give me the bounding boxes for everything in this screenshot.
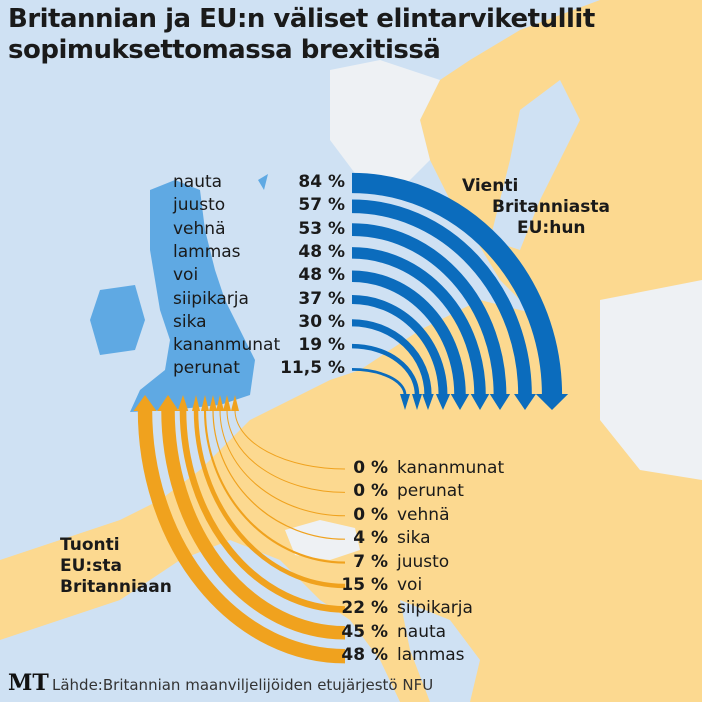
import-arrow-sika xyxy=(212,409,346,540)
import-value-label: 48 % xyxy=(341,645,388,666)
import-category-label: lammas xyxy=(397,645,465,666)
mt-logo: MT xyxy=(8,670,49,696)
export-arrowhead xyxy=(422,394,434,410)
import-category-label: sika xyxy=(397,528,431,549)
land-norway xyxy=(330,60,440,190)
import-value-label: 15 % xyxy=(341,575,388,595)
import-value-label: 4 % xyxy=(353,528,388,549)
import-arrow-juusto xyxy=(203,409,346,564)
export-arrow-nauta xyxy=(351,172,563,396)
export-category-label: juusto xyxy=(173,195,226,216)
export-arrow-juusto xyxy=(351,199,532,396)
export-category-label: voi xyxy=(173,265,199,286)
import-value-label: 45 % xyxy=(341,621,388,642)
export-arrowhead xyxy=(514,394,536,410)
export-arrowhead xyxy=(450,394,470,410)
import-arrowhead xyxy=(223,395,231,411)
import-category-label: vehnä xyxy=(397,504,450,525)
import-value-label: 7 % xyxy=(353,551,388,572)
import-heading: Tuonti EU:sta Britanniaan xyxy=(60,535,172,598)
import-arrowhead xyxy=(209,395,217,411)
export-heading-line: Vienti xyxy=(462,176,519,196)
import-arrow-voi xyxy=(193,409,346,589)
land-shetland xyxy=(258,174,268,190)
export-arrowhead xyxy=(535,394,569,410)
export-category-label: sika xyxy=(173,311,207,332)
import-arrow-kananmunat xyxy=(234,409,346,470)
land-switzerland xyxy=(285,520,360,560)
export-arrow-lammas xyxy=(351,247,486,396)
export-value-label: 37 % xyxy=(298,288,345,309)
export-value-label: 48 % xyxy=(298,265,345,286)
export-value-label: 19 % xyxy=(298,335,345,356)
import-heading-line: Tuonti xyxy=(60,535,120,555)
export-arrowhead xyxy=(489,394,511,410)
export-arrowhead xyxy=(435,394,451,410)
export-arrow-vehnä xyxy=(351,223,507,396)
import-arrow-siipikarja xyxy=(179,409,346,613)
export-arrow-sika xyxy=(351,319,432,396)
import-value-label: 0 % xyxy=(353,481,388,502)
export-category-label: nauta xyxy=(173,172,223,192)
page-title: Britannian ja EU:n väliset elintarviketu… xyxy=(8,4,595,66)
import-heading-line: Britanniaan xyxy=(60,577,172,597)
export-arrow-siipikarja xyxy=(351,295,448,396)
sea-adriatic xyxy=(400,600,480,702)
import-arrowhead xyxy=(231,395,239,411)
import-arrow-nauta xyxy=(161,409,346,640)
export-arrow-voi xyxy=(351,270,466,396)
import-arrow-perunat xyxy=(226,409,346,493)
import-category-label: juusto xyxy=(397,551,450,572)
import-arrowhead xyxy=(177,395,189,411)
export-category-label: perunat xyxy=(173,358,240,379)
import-value-label: 0 % xyxy=(353,458,388,478)
import-category-label: kananmunat xyxy=(397,458,505,478)
import-value-label: 0 % xyxy=(353,504,388,525)
import-arrowhead xyxy=(157,395,179,411)
import-arrowhead xyxy=(192,395,200,411)
export-arrow-kananmunat xyxy=(351,343,420,396)
export-value-label: 53 % xyxy=(298,218,345,239)
export-arrowhead xyxy=(400,394,410,410)
sea-mediterranean xyxy=(180,630,400,702)
import-arrow-lammas xyxy=(137,409,346,664)
baltic-sea xyxy=(490,80,580,250)
import-value-label: 22 % xyxy=(341,598,388,619)
source-note: Lähde:Britannian maanviljelijöiden etujä… xyxy=(52,676,434,694)
import-category-label: perunat xyxy=(397,481,464,502)
land-ireland xyxy=(90,285,145,355)
export-value-label: 84 % xyxy=(298,172,345,192)
export-category-label: vehnä xyxy=(173,218,226,239)
export-arrow-perunat xyxy=(351,368,407,396)
import-arrowhead xyxy=(201,395,209,411)
export-value-label: 48 % xyxy=(298,241,345,262)
title-line-2: sopimuksettomassa brexitissä xyxy=(8,35,441,65)
export-value-label: 57 % xyxy=(298,195,345,216)
export-value-label: 11,5 % xyxy=(280,358,345,379)
export-category-label: lammas xyxy=(173,241,241,262)
export-heading-line: Britanniasta xyxy=(492,197,610,217)
export-value-label: 30 % xyxy=(298,311,345,332)
export-heading: Vienti Britanniasta EU:hun xyxy=(462,176,610,239)
export-category-label: kananmunat xyxy=(173,335,281,356)
import-category-label: siipikarja xyxy=(397,598,473,619)
import-category-label: nauta xyxy=(397,621,447,642)
title-line-1: Britannian ja EU:n väliset elintarviketu… xyxy=(8,4,595,34)
export-arrowhead xyxy=(412,394,422,410)
import-category-label: voi xyxy=(397,575,423,595)
import-arrowhead xyxy=(216,395,224,411)
land-britain xyxy=(130,180,255,412)
export-category-label: siipikarja xyxy=(173,288,249,309)
export-heading-line: EU:hun xyxy=(517,218,586,238)
import-arrowhead xyxy=(133,395,157,411)
import-arrow-vehnä xyxy=(219,409,346,517)
import-heading-line: EU:sta xyxy=(60,556,122,576)
export-arrowhead xyxy=(470,394,490,410)
